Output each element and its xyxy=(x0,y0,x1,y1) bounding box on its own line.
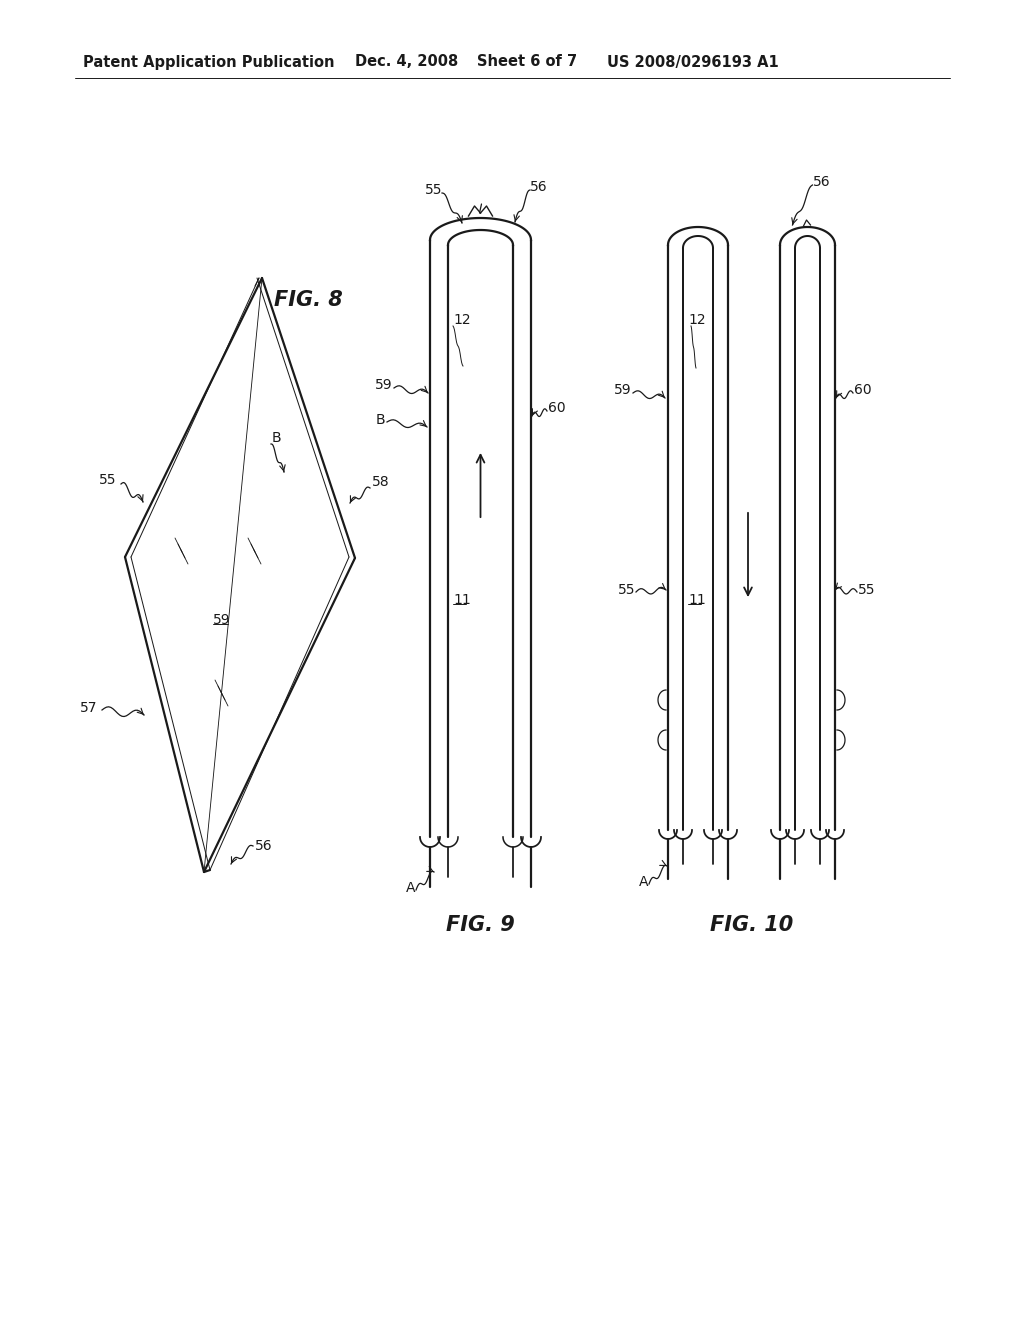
Text: 55: 55 xyxy=(617,583,635,597)
Text: FIG. 9: FIG. 9 xyxy=(445,915,514,935)
Text: 55: 55 xyxy=(98,473,116,487)
Text: 57: 57 xyxy=(80,701,97,715)
Text: A: A xyxy=(639,875,648,888)
Text: FIG. 8: FIG. 8 xyxy=(273,290,342,310)
Text: Patent Application Publication: Patent Application Publication xyxy=(83,54,335,70)
Text: A: A xyxy=(406,880,415,895)
Text: FIG. 10: FIG. 10 xyxy=(711,915,794,935)
Text: 11: 11 xyxy=(688,593,706,607)
Text: 12: 12 xyxy=(688,313,706,327)
Text: 56: 56 xyxy=(812,176,830,189)
Text: 56: 56 xyxy=(255,840,272,853)
Text: 59: 59 xyxy=(376,378,393,392)
Text: US 2008/0296193 A1: US 2008/0296193 A1 xyxy=(607,54,778,70)
Text: B: B xyxy=(272,432,282,445)
Text: 59: 59 xyxy=(614,383,632,397)
Text: 59: 59 xyxy=(213,612,230,627)
Text: 58: 58 xyxy=(372,475,389,488)
Text: 55: 55 xyxy=(858,583,876,597)
Text: 60: 60 xyxy=(548,401,565,414)
Text: 60: 60 xyxy=(854,383,871,397)
Text: 56: 56 xyxy=(530,180,548,194)
Text: B: B xyxy=(376,413,385,426)
Text: Dec. 4, 2008: Dec. 4, 2008 xyxy=(355,54,459,70)
Text: 12: 12 xyxy=(453,313,471,327)
Text: 55: 55 xyxy=(425,183,442,197)
Text: Sheet 6 of 7: Sheet 6 of 7 xyxy=(477,54,578,70)
Text: 11: 11 xyxy=(453,593,471,607)
